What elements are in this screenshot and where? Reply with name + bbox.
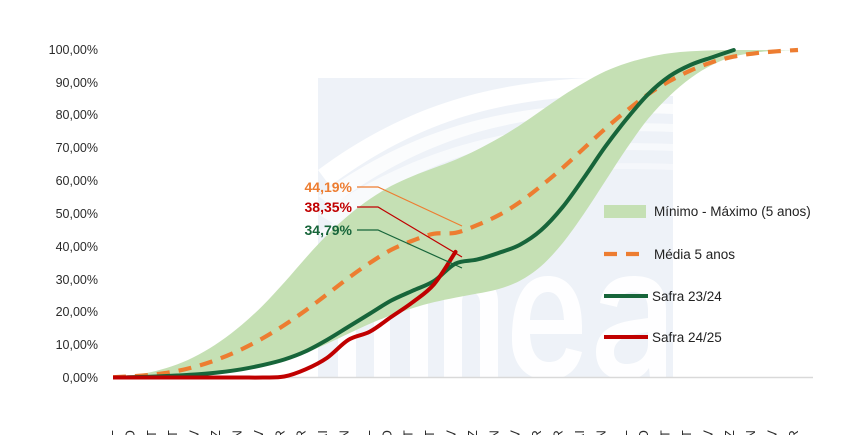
band-minimo-maximo [113, 49, 798, 378]
annotation-labels: 44,19% 38,35% 34,79% [305, 179, 353, 238]
legend-label-safra-23-24: Safra 23/24 [652, 289, 722, 304]
x-tick-29-dez: DEZ [723, 430, 737, 435]
x-tick-8-mar: MAR [273, 430, 287, 435]
y-axis: 100,00% 90,00% 80,00% 70,00% 60,00% 50,0… [49, 43, 98, 385]
legend-item-minimo-maximo[interactable]: Mínimo - Máximo (5 anos) [604, 204, 811, 219]
x-tick-1-ago: AGO [123, 430, 137, 435]
legend-item-safra-24-25[interactable]: Safra 24/25 [604, 330, 722, 345]
legend: Mínimo - Máximo (5 anos) Média 5 anos Sa… [604, 204, 811, 345]
x-tick-31-fev: FEV [766, 430, 780, 435]
leader-safra-24-25 [357, 206, 463, 258]
x-tick-0-jul: JUL [102, 430, 116, 435]
x-tick-16-nov: NOV [445, 430, 459, 435]
y-tick-100: 100,00% [49, 43, 98, 57]
annotation-leaders [357, 186, 463, 269]
x-tick-20-mar: MAR [530, 430, 544, 435]
y-tick-10: 10,00% [56, 338, 98, 352]
y-tick-70: 70,00% [56, 141, 98, 155]
x-tick-3-out: OUT [166, 430, 180, 435]
legend-item-media[interactable]: Média 5 anos [604, 247, 735, 262]
x-axis: JUL AGO SET OUT NOV DEZ JAN FEV MAR ABR MAI JUN JUL A… [102, 430, 801, 440]
x-tick-21-abr: ABR [552, 430, 566, 435]
x-tick-19-fev: FEV [509, 430, 523, 435]
leader-media [357, 186, 463, 227]
x-tick-5-dez: DEZ [209, 430, 223, 435]
legend-item-safra-23-24[interactable]: Safra 23/24 [604, 289, 722, 304]
x-tick-14-set: SET [402, 430, 416, 435]
x-tick-22-mai: MAI [573, 430, 587, 435]
x-tick-15-out: OUT [423, 430, 437, 435]
x-tick-9-abr: ABR [295, 430, 309, 435]
y-tick-20: 20,00% [56, 305, 98, 319]
label-safra-23-24-value: 34,79% [305, 222, 353, 238]
legend-label-band: Mínimo - Máximo (5 anos) [654, 204, 811, 219]
x-tick-26-set: SET [659, 430, 673, 435]
y-tick-90: 90,00% [56, 76, 98, 90]
y-tick-60: 60,00% [56, 174, 98, 188]
x-tick-11-jun: JUN [338, 430, 352, 435]
line-media-5-anos [113, 47, 799, 380]
legend-label-safra-24-25: Safra 24/25 [652, 330, 722, 345]
x-tick-7-fev: FEV [252, 430, 266, 435]
leader-safra-23-24 [357, 229, 463, 269]
x-tick-24-jul: JUL [616, 430, 630, 435]
x-tick-27-out: OUT [680, 430, 694, 435]
x-tick-2-set: SET [145, 430, 159, 435]
line-safra-24-25 [113, 249, 458, 380]
y-tick-50: 50,00% [56, 207, 98, 221]
x-tick-23-jun: JUN [594, 430, 608, 435]
label-media-value: 44,19% [305, 179, 353, 195]
y-tick-0: 0,00% [63, 371, 98, 385]
x-tick-25-ago: AGO [637, 430, 651, 435]
x-tick-18-jan: JAN [487, 430, 501, 435]
x-tick-30-jan: JAN [744, 430, 758, 435]
y-tick-40: 40,00% [56, 240, 98, 254]
x-tick-28-nov: NOV [701, 430, 715, 435]
legend-label-media: Média 5 anos [654, 247, 735, 262]
x-tick-4-nov: NOV [188, 430, 202, 435]
line-safra-23-24 [113, 48, 736, 380]
x-tick-10-mai: MAI [316, 430, 330, 435]
x-tick-13-ago: AGO [380, 430, 394, 435]
x-tick-12-jul: JUL [359, 430, 373, 435]
x-tick-32-mar: MAR [787, 430, 801, 435]
label-safra-24-25-value: 38,35% [305, 199, 353, 215]
x-tick-6-jan: JAN [230, 430, 244, 435]
x-tick-17-dez: DEZ [466, 430, 480, 435]
y-tick-30: 30,00% [56, 273, 98, 287]
legend-swatch-band [604, 205, 646, 218]
y-tick-80: 80,00% [56, 108, 98, 122]
